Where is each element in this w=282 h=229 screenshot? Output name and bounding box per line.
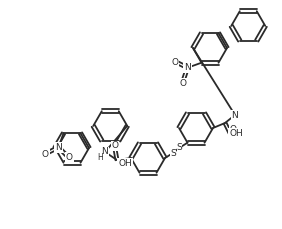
Text: OH: OH bbox=[229, 128, 243, 137]
Text: S: S bbox=[177, 143, 182, 152]
Text: N: N bbox=[102, 147, 108, 156]
Text: O: O bbox=[42, 150, 49, 159]
Text: OH: OH bbox=[118, 158, 132, 167]
Text: H: H bbox=[97, 153, 103, 161]
Text: N: N bbox=[184, 63, 191, 72]
Text: N: N bbox=[232, 111, 238, 120]
Text: O: O bbox=[66, 153, 73, 162]
Text: S: S bbox=[170, 148, 176, 158]
Text: O: O bbox=[111, 142, 118, 150]
Text: N: N bbox=[55, 143, 62, 152]
Text: O: O bbox=[180, 79, 187, 88]
Text: H: H bbox=[230, 131, 236, 139]
Text: O: O bbox=[230, 125, 237, 134]
Text: O: O bbox=[171, 58, 178, 67]
